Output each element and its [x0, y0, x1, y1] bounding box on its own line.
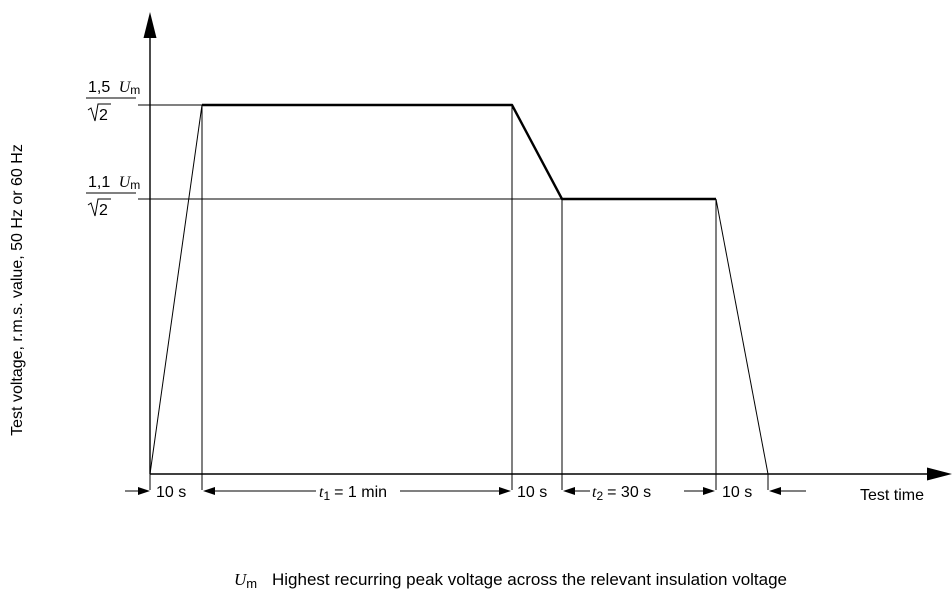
interval-t1: t1 = 1 min — [319, 484, 387, 503]
lower-level-numerator: 1,1 Um — [88, 174, 140, 192]
arrowhead-end — [769, 487, 781, 495]
arrowhead-origin — [138, 487, 150, 495]
arrowhead-t2-right — [703, 487, 715, 495]
arrowhead-t1-left — [203, 487, 215, 495]
legend-symbol: Um — [234, 570, 257, 591]
upper-level-denominator: 2 — [99, 107, 108, 124]
test-voltage-profile — [202, 103, 716, 201]
y-axis-label: Test voltage, r.m.s. value, 50 Hz or 60 … — [9, 144, 26, 436]
lower-level-denominator: 2 — [99, 202, 108, 219]
interval-ramp-up: 10 s — [156, 484, 186, 501]
interval-t2: t2 = 30 s — [592, 484, 651, 503]
y-axis-arrowhead — [143, 12, 157, 38]
upper-level-numerator: 1,5 Um — [88, 79, 140, 97]
lower-level-label: 1,1 Um 2 — [86, 174, 140, 219]
interval-ramp-down: 10 s — [722, 484, 752, 501]
x-axis-label: Test time — [860, 487, 924, 504]
ramp-up-line — [149, 104, 203, 475]
x-axis-arrowhead — [927, 467, 952, 481]
ramp-down-line — [715, 198, 769, 475]
upper-level-label: 1,5 Um 2 — [86, 79, 140, 124]
arrowhead-t1-right — [499, 487, 511, 495]
interval-step-down: 10 s — [517, 484, 547, 501]
legend-text: Highest recurring peak voltage across th… — [272, 570, 787, 589]
arrowhead-t2-left — [563, 487, 575, 495]
lower-level-sqrt-icon — [87, 198, 111, 217]
legend: Um Highest recurring peak voltage across… — [234, 570, 787, 591]
upper-level-sqrt-icon — [87, 103, 111, 122]
interval-dimensions: 10 s t1 = 1 min 10 s t2 = 30 s 10 s — [125, 484, 806, 503]
